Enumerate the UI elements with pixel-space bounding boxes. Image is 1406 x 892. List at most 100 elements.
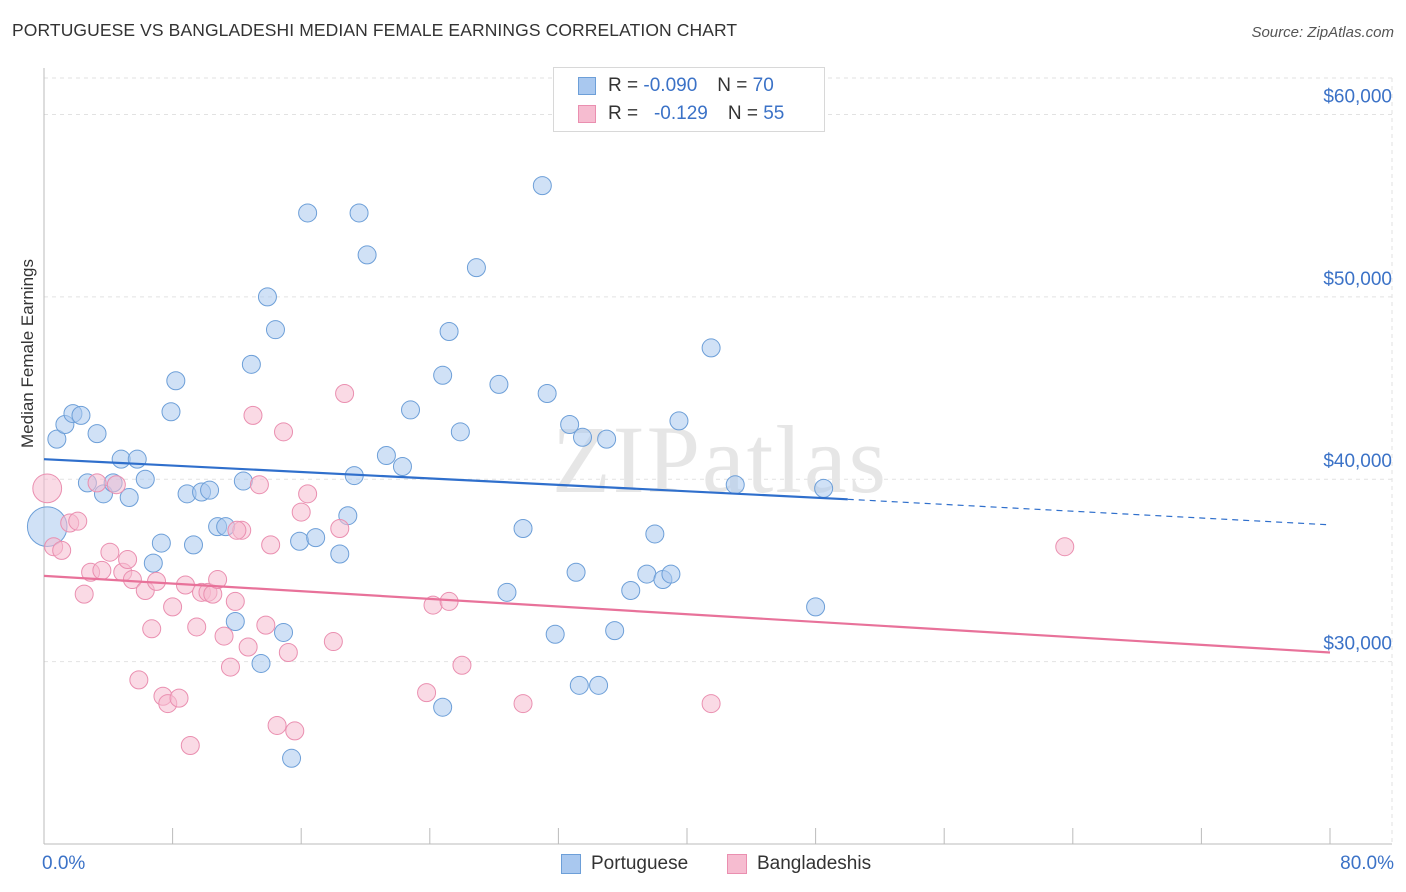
- portuguese-point: [439, 322, 459, 342]
- portuguese-point: [306, 528, 326, 548]
- bangladeshi-point: [214, 626, 234, 646]
- bangladeshi-point: [335, 384, 355, 404]
- portuguese-point: [621, 580, 641, 600]
- portuguese-point: [605, 621, 625, 641]
- bangladeshi-point: [106, 475, 126, 495]
- bangladeshi-point: [278, 643, 298, 662]
- points-layer: [26, 176, 1075, 768]
- stats-legend: R = -0.090 N = 70 R = -0.129 N = 55: [553, 67, 825, 132]
- portuguese-point: [450, 422, 470, 442]
- axis-layer: [43, 68, 1392, 845]
- portuguese-point: [257, 287, 277, 307]
- legend-item-bangladeshis[interactable]: Bangladeshis: [727, 850, 871, 878]
- portuguese-point: [241, 354, 261, 374]
- portuguese-point: [166, 371, 186, 391]
- portuguese-point: [282, 748, 302, 768]
- legend-label: Portuguese: [591, 853, 689, 874]
- bangladeshi-point: [417, 683, 437, 703]
- portuguese-point: [119, 487, 139, 507]
- portuguese-point: [645, 524, 665, 544]
- portuguese-point: [265, 320, 285, 340]
- r-value: -0.090: [643, 75, 698, 96]
- r-label: R =: [608, 103, 639, 124]
- portuguese-point: [513, 518, 533, 538]
- watermark: ZIPatlas: [552, 406, 888, 513]
- portuguese-point: [111, 449, 131, 469]
- bangladeshi-point: [74, 584, 94, 604]
- portuguese-point: [330, 544, 350, 564]
- label-layer: $30,000 $40,000 $50,000 $60,000 0.0% 80.0%: [42, 86, 1394, 874]
- bangladeshi-point: [92, 560, 112, 580]
- portuguese-point: [135, 469, 155, 489]
- portuguese-point: [466, 258, 486, 278]
- trend-layer: [43, 458, 1331, 654]
- chart-title: PORTUGUESE VS BANGLADESHI MEDIAN FEMALE …: [12, 20, 738, 40]
- portuguese-point: [537, 384, 557, 404]
- bangladeshi-point: [330, 518, 350, 538]
- portuguese-trend-extension: [847, 498, 1331, 526]
- portuguese-point: [545, 624, 565, 644]
- portuguese-swatch: [561, 854, 581, 874]
- portuguese-point: [183, 535, 203, 555]
- portuguese-point: [725, 475, 745, 495]
- portuguese-point: [349, 203, 369, 223]
- portuguese-point: [597, 429, 617, 449]
- portuguese-point: [560, 415, 580, 435]
- bangladeshi-point: [513, 694, 533, 714]
- portuguese-point: [225, 611, 245, 631]
- bangladeshi-point: [261, 535, 281, 555]
- r-value: -0.129: [653, 103, 708, 124]
- bangladeshi-point: [180, 736, 200, 756]
- portuguese-point: [489, 374, 509, 394]
- y-tick-label: $60,000: [1323, 86, 1392, 107]
- bangladeshi-point: [129, 670, 149, 690]
- portuguese-point: [532, 176, 552, 196]
- bangladeshi-point: [52, 540, 72, 560]
- bangladeshi-point: [163, 597, 183, 617]
- y-tick-label: $40,000: [1323, 451, 1392, 472]
- x-tick-label: 80.0%: [1340, 853, 1394, 874]
- portuguese-point: [669, 411, 689, 431]
- bangladeshi-point: [32, 473, 63, 504]
- n-value: 55: [763, 103, 785, 124]
- bangladeshi-point: [68, 511, 88, 531]
- portuguese-point: [143, 553, 163, 573]
- r-label: R =: [608, 75, 639, 96]
- legend-item-portuguese[interactable]: Portuguese: [561, 850, 688, 878]
- bangladeshi-point: [220, 657, 240, 677]
- bangladeshis-swatch: [578, 105, 596, 123]
- legend-row-portuguese: R = -0.090 N = 70: [578, 73, 774, 99]
- portuguese-point: [701, 338, 721, 358]
- portuguese-point: [566, 562, 586, 582]
- bangladeshi-point: [285, 721, 305, 741]
- bangladeshi-point: [243, 405, 263, 425]
- bangladeshi-point: [87, 473, 107, 493]
- portuguese-point: [127, 449, 147, 469]
- portuguese-point: [298, 203, 318, 223]
- portuguese-point: [357, 245, 377, 265]
- bangladeshi-trend-line: [43, 574, 1331, 654]
- portuguese-point: [433, 365, 453, 385]
- bangladeshi-point: [452, 655, 472, 675]
- bangladeshi-point: [298, 484, 318, 504]
- n-value: 70: [752, 75, 774, 96]
- bangladeshi-point: [100, 542, 120, 562]
- bangladeshi-point: [187, 617, 207, 637]
- bangladeshi-point: [274, 422, 294, 442]
- source-label: Source: ZipAtlas.com: [1251, 24, 1394, 41]
- x-tick-label: 0.0%: [42, 853, 85, 874]
- legend-row-bangladeshis: R = -0.129 N = 55: [578, 101, 784, 127]
- n-label: N =: [727, 103, 758, 124]
- bangladeshi-point: [118, 549, 138, 569]
- bangladeshi-point: [267, 715, 287, 735]
- bangladeshi-point: [249, 475, 269, 495]
- bangladeshi-point: [323, 632, 343, 652]
- portuguese-trend-line: [43, 458, 848, 501]
- portuguese-point: [233, 471, 253, 491]
- portuguese-point: [71, 405, 91, 425]
- portuguese-point: [87, 424, 107, 444]
- bangladeshi-point: [169, 688, 189, 708]
- portuguese-point: [806, 597, 826, 617]
- bangladeshi-point: [208, 570, 228, 590]
